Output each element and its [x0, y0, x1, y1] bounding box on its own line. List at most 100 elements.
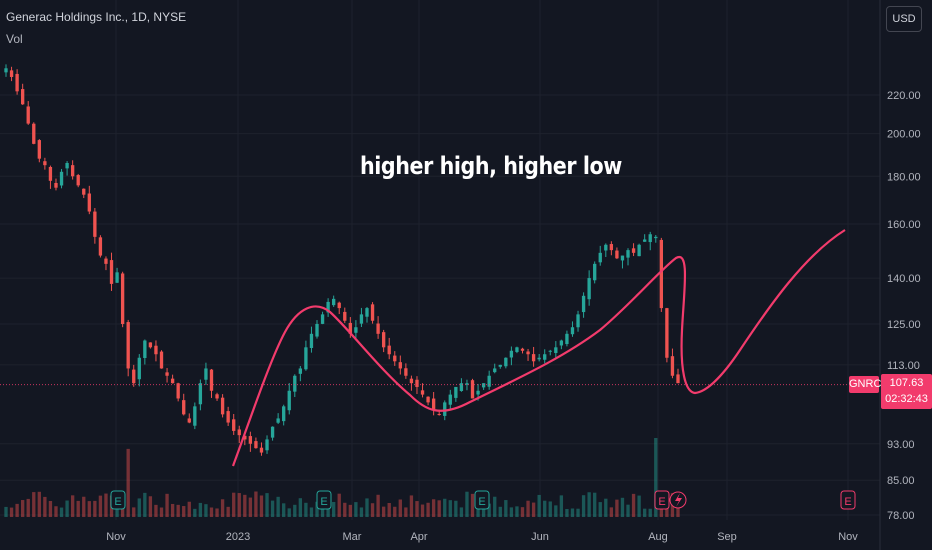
candle-body: [187, 418, 191, 423]
candle-body: [620, 255, 625, 261]
time-tick-label: Jun: [531, 531, 549, 543]
candle-body: [148, 342, 153, 348]
trend-drawing[interactable]: [231, 229, 846, 467]
time-axis[interactable]: Nov 2023 Mar Apr Jun Aug Sep Nov: [106, 531, 858, 543]
candle-body: [93, 211, 97, 237]
volume-bar: [437, 500, 441, 517]
volume-bar: [187, 501, 191, 517]
volume-bar: [37, 491, 41, 517]
volume-bar: [126, 448, 130, 517]
volume-bar: [443, 498, 447, 517]
earnings-letter: E: [478, 496, 485, 508]
grid-lines: [0, 0, 880, 520]
candle-body: [593, 263, 597, 281]
volume-bar: [132, 507, 136, 517]
volume-bar: [576, 508, 580, 517]
volume-bar: [393, 506, 397, 517]
volume-bar: [520, 507, 525, 517]
volume-bar: [631, 493, 636, 517]
volume-bar: [493, 496, 497, 517]
volume-bar: [348, 504, 352, 517]
volume-bar: [59, 507, 64, 517]
candle-body: [554, 347, 558, 354]
volume-bar: [159, 507, 164, 517]
chart-annotation[interactable]: higher high, higher low: [360, 152, 622, 180]
volume-bar: [459, 507, 464, 517]
volume-bar: [643, 508, 647, 517]
candle-body: [326, 301, 330, 313]
volume-bar: [593, 492, 597, 517]
volume-bar: [581, 495, 586, 517]
candle-body: [254, 441, 258, 449]
candle-body: [643, 239, 647, 242]
volume-bar: [615, 499, 619, 517]
candle-body: [82, 188, 86, 195]
candle-body: [559, 340, 564, 346]
volume-bar: [170, 503, 175, 517]
volume-bar: [304, 502, 308, 517]
volume-bar: [370, 503, 375, 517]
earnings-badge: [474, 490, 490, 510]
volume-bar: [526, 500, 530, 517]
candle-body: [59, 171, 64, 186]
price-tick-label: 78.00: [887, 510, 915, 522]
earnings-badge: [110, 490, 126, 510]
candle-body: [637, 244, 641, 257]
volume-bar: [248, 497, 253, 517]
volume-bar: [198, 502, 203, 517]
volume-bar: [9, 507, 14, 517]
currency-button[interactable]: USD: [886, 6, 922, 32]
candle-body: [170, 378, 175, 384]
volume-bar: [4, 506, 8, 517]
candle-body: [520, 348, 525, 351]
volume-bar: [215, 508, 219, 517]
candle-body: [676, 374, 680, 384]
candle-body: [537, 357, 541, 360]
price-tick-label: 125.00: [887, 319, 921, 331]
volume-bar: [531, 502, 536, 517]
candle-body: [115, 272, 119, 283]
earnings-letter: E: [844, 496, 851, 508]
candle-body: [359, 314, 364, 324]
candle-body: [215, 394, 219, 399]
volume-bar: [298, 498, 303, 517]
volume-bar: [498, 506, 502, 517]
candle-body: [109, 260, 114, 284]
last-price-value: 107.63: [889, 377, 924, 389]
time-tick-label: 2023: [226, 531, 250, 543]
candle-body: [176, 383, 180, 399]
volume-bar: [276, 496, 280, 517]
price-tick-label: 93.00: [887, 439, 915, 451]
volume-bar: [570, 508, 575, 517]
candle-body: [437, 413, 441, 415]
candle-body: [337, 302, 341, 309]
candle-body: [426, 396, 430, 403]
volume-bar: [220, 499, 225, 517]
candle-body: [487, 375, 491, 387]
volume-bar: [365, 498, 369, 517]
price-tick-label: 220.00: [887, 90, 921, 102]
volume-bar: [587, 492, 591, 517]
candle-body: [226, 411, 230, 423]
candle-body: [598, 252, 602, 263]
volume-bar: [426, 502, 430, 517]
candle-body: [9, 70, 14, 77]
volume-bar: [548, 501, 552, 517]
candle-body: [498, 364, 502, 367]
price-axis[interactable]: 220.00 200.00 180.00 160.00 140.00 125.00 113.…: [879, 0, 921, 550]
candle-body: [20, 89, 25, 105]
symbol-title[interactable]: Generac Holdings Inc., 1D, NYSE: [6, 10, 187, 24]
volume-bar: [398, 499, 402, 517]
volume-bar: [659, 507, 664, 517]
volume-bar: [254, 491, 258, 517]
candle-body: [370, 304, 375, 321]
volume-bar: [259, 495, 264, 517]
volume-bar: [20, 500, 25, 517]
candle-body: [343, 311, 347, 321]
volume-bar: [654, 438, 658, 517]
price-tick-label: 140.00: [887, 273, 921, 285]
candle-body: [15, 73, 19, 92]
volume-bar: [626, 504, 630, 517]
candle-body: [182, 400, 186, 415]
